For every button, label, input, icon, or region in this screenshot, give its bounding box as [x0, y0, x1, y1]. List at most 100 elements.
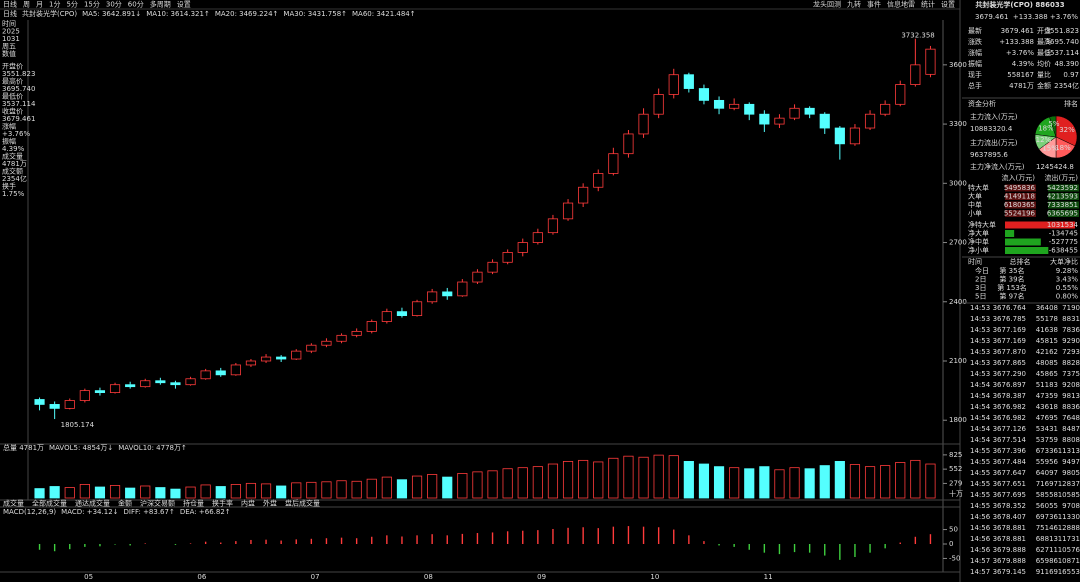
- tool-button[interactable]: 事件: [867, 0, 881, 9]
- trade-volume: 41638: [1036, 326, 1058, 334]
- volume-bar: [698, 463, 710, 499]
- candle-body: [834, 127, 845, 145]
- indicator-tab[interactable]: 沪深交易额: [140, 499, 175, 508]
- candle-body: [683, 74, 694, 89]
- trade-price: 3677.651: [993, 480, 1026, 488]
- trade-price: 3678.407: [993, 513, 1026, 521]
- trade-time: 14:53: [970, 348, 990, 356]
- period-tab[interactable]: 多周期: [150, 0, 171, 9]
- sidebar-label: 振幅: [2, 137, 16, 146]
- period-tab[interactable]: 60分: [128, 0, 144, 9]
- pie-slice: [1055, 115, 1078, 147]
- date-label: 10: [650, 573, 659, 581]
- candle-body: [94, 390, 106, 393]
- quote-value: 3695.740: [1046, 38, 1079, 46]
- indicator-tab[interactable]: 内盘: [241, 499, 255, 508]
- table-label: 中单: [968, 200, 982, 209]
- trade-price: 3677.484: [993, 458, 1027, 466]
- period-tab[interactable]: 周: [23, 1, 30, 9]
- table-header: 流入(万元): [1002, 173, 1036, 182]
- indicator-tab[interactable]: 外盘: [263, 499, 277, 508]
- volume-bar: [472, 471, 483, 499]
- sidebar-label: 开盘价: [2, 62, 23, 71]
- trade-volume: 56055: [1036, 502, 1058, 510]
- rank-cell: 第 153名: [997, 283, 1027, 292]
- table-value: 6180365: [1004, 201, 1035, 209]
- sidebar-label: 收盘价: [2, 107, 23, 116]
- candle-body: [200, 370, 211, 380]
- y-tick-label: 279: [949, 479, 962, 487]
- candle-body: [49, 404, 60, 409]
- volume-bar: [532, 466, 543, 499]
- quote-value: 3679.461: [1001, 27, 1034, 35]
- high-annotation: 3732.358: [901, 32, 934, 40]
- volume-bar: [230, 484, 241, 499]
- indicator-tab[interactable]: 成交量: [3, 499, 24, 508]
- volume-bar: [487, 470, 498, 499]
- period-tab[interactable]: 月: [36, 1, 43, 9]
- indicator-tab[interactable]: 通达成交量: [75, 499, 110, 508]
- tool-button[interactable]: 九转: [847, 0, 861, 9]
- volume-bar: [744, 468, 755, 499]
- sidebar-value: 3537.114: [2, 100, 36, 108]
- table-cell: [1005, 193, 1036, 200]
- pie-label: 15%: [1042, 145, 1058, 153]
- volume-bar: [819, 465, 830, 499]
- candle-body: [925, 48, 936, 75]
- ma-info: MA60: 3421.484↑: [352, 10, 416, 18]
- volume-bar: [366, 478, 377, 499]
- table-value: 5495836: [1004, 184, 1036, 192]
- rank-cell: 3日: [975, 284, 986, 292]
- trade-volume: 91169: [1036, 568, 1058, 576]
- quote-label: 涨跌: [968, 37, 982, 46]
- quote-value: +3.76%: [1006, 49, 1034, 57]
- trade-count: 12837: [1058, 480, 1080, 488]
- candle-body: [608, 153, 619, 174]
- candle-body: [427, 291, 438, 303]
- table-label: 特大单: [968, 183, 989, 192]
- period-tab[interactable]: 5分: [66, 0, 77, 9]
- indicator-tab[interactable]: 持仓量: [183, 499, 204, 508]
- trade-price: 3676.982: [993, 414, 1026, 422]
- volume-bar: [834, 461, 845, 499]
- net-label: 净小单: [968, 246, 989, 255]
- candle-body: [517, 242, 528, 253]
- trade-time: 14:55: [970, 469, 990, 477]
- period-tab[interactable]: 设置: [177, 0, 191, 9]
- trade-time: 14:56: [970, 513, 991, 521]
- indicator-tab[interactable]: 全部成交量: [32, 499, 67, 508]
- quote-label: 开盘: [1037, 26, 1051, 35]
- tool-button[interactable]: 龙头回测: [813, 0, 841, 9]
- table-cell: [1005, 210, 1036, 217]
- trade-time: 14:56: [970, 535, 991, 543]
- period-tab[interactable]: 30分: [106, 0, 122, 9]
- quote-label: 最高: [1037, 37, 1051, 46]
- candle-body: [895, 84, 906, 105]
- net-label: 净中单: [968, 237, 989, 246]
- tool-button[interactable]: 信息地雷: [887, 0, 915, 9]
- trade-count: 9708: [1062, 502, 1080, 510]
- candle-body: [64, 400, 75, 409]
- volume-bar: [260, 483, 272, 499]
- indicator-tab[interactable]: 金额: [118, 499, 132, 508]
- period-tab[interactable]: 日线: [3, 0, 17, 9]
- trade-volume: 68813: [1036, 535, 1058, 543]
- rank-cell: 5日: [975, 293, 986, 301]
- trade-time: 14:54: [970, 381, 991, 389]
- volume-bar: [200, 484, 211, 499]
- indicator-tab[interactable]: 换手率: [212, 499, 233, 508]
- trade-count: 9290: [1062, 337, 1080, 345]
- quote-value: 2354亿: [1054, 81, 1079, 90]
- volume-bar: [683, 461, 694, 499]
- quote-label: 金额: [1037, 81, 1051, 90]
- candle-body: [759, 113, 770, 125]
- period-tab[interactable]: 15分: [84, 0, 100, 9]
- net-label: 净特大单: [968, 220, 996, 229]
- candle-body: [260, 356, 272, 362]
- tool-button[interactable]: 统计: [921, 0, 935, 9]
- tool-button[interactable]: 设置: [941, 0, 955, 9]
- trade-time: 14:53: [970, 370, 990, 378]
- period-tab[interactable]: 1分: [49, 0, 60, 9]
- indicator-tab[interactable]: 盘后成交量: [285, 499, 320, 508]
- trade-volume: 55956: [1036, 458, 1059, 466]
